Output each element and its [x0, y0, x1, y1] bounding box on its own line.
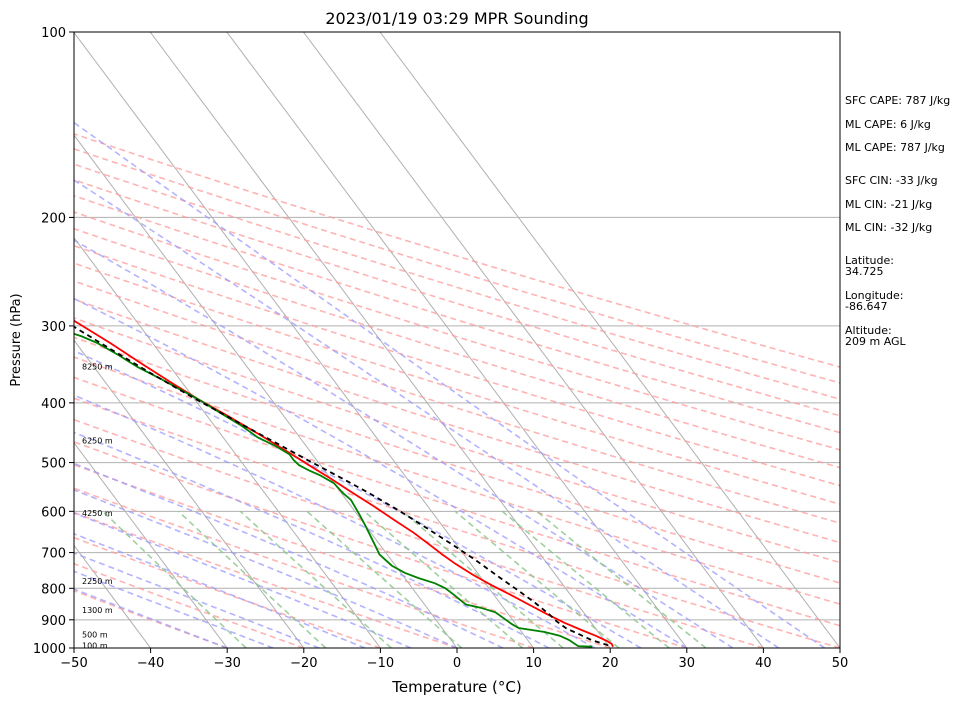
isotherm-line: [379, 32, 840, 648]
moist-adiabat: [74, 121, 826, 648]
dry-adiabat: [74, 376, 840, 627]
moist-adiabat: [74, 512, 412, 648]
mixing-ratio-line: [454, 510, 620, 648]
dewpoint-profile: [74, 332, 593, 648]
moist-adiabat: [74, 394, 596, 648]
background-lines: [74, 32, 840, 648]
isotherm-line: [74, 442, 228, 648]
dry-adiabat: [74, 163, 840, 401]
height-label: 8250 m: [82, 362, 113, 371]
moist-adiabat: [74, 239, 734, 648]
dry-adiabat: [74, 280, 840, 524]
height-label: 6250 m: [82, 436, 113, 445]
dry-adiabat: [74, 194, 840, 434]
ml-cin-label-2: ML CIN: -32 J/kg: [845, 221, 932, 234]
dry-adiabat: [74, 536, 381, 648]
isotherm-line: [74, 339, 305, 648]
altitude-label: Altitude:: [845, 324, 892, 337]
y-tick-label: 200: [41, 211, 66, 226]
altitude-value: 209 m AGL: [845, 335, 907, 348]
dry-adiabat: [74, 148, 840, 384]
sfc-cin-label: SFC CIN: -33 J/kg: [845, 174, 938, 187]
longitude-value: -86.647: [845, 300, 887, 313]
x-axis: −50 −40 −30 −20 −10 0 10 20 30 40 50: [60, 648, 848, 671]
height-label: 100 m: [82, 641, 108, 650]
y-axis: 100 200 300 400 500 600 700 800 900 1000: [33, 26, 74, 657]
dry-adiabat: [74, 511, 458, 648]
y-tick-label: 400: [41, 397, 66, 412]
latitude-label: Latitude:: [845, 254, 894, 267]
height-label: 500 m: [82, 630, 108, 639]
height-labels: 100 m 500 m 1300 m 2250 m 4250 m 6250 m 8250 m: [82, 362, 113, 650]
x-tick-label: 20: [602, 656, 619, 671]
moist-adiabat: [74, 570, 274, 648]
isotherm-line: [74, 236, 381, 648]
height-label: 1300 m: [82, 606, 113, 615]
y-tick-label: 300: [41, 320, 66, 335]
profile-lines: [74, 319, 614, 648]
y-tick-label: 600: [41, 505, 66, 520]
chart-title: 2023/01/19 03:29 MPR Sounding: [325, 9, 588, 28]
mixing-ratio-line: [239, 510, 392, 648]
dry-adiabat: [74, 463, 611, 648]
y-tick-label: 700: [41, 547, 66, 562]
x-tick-label: −50: [60, 656, 87, 671]
y-axis-label: Pressure (hPa): [9, 293, 24, 386]
y-tick-label: 500: [41, 457, 66, 472]
index-annotations: SFC CAPE: 787 J/kg ML CAPE: 6 J/kg ML CA…: [845, 94, 950, 348]
dry-adiabat: [74, 262, 840, 506]
x-tick-label: 0: [453, 656, 461, 671]
parcel-profile: [74, 325, 609, 647]
y-tick-label: 900: [41, 614, 66, 629]
mixing-ratio-line: [501, 510, 670, 648]
mixing-ratio-line: [536, 510, 707, 648]
isotherm-line: [74, 32, 535, 648]
dry-adiabat: [74, 356, 840, 605]
x-tick-label: −20: [290, 656, 317, 671]
y-tick-label: 1000: [33, 642, 66, 657]
x-tick-label: 50: [832, 656, 849, 671]
moist-adiabat: [74, 588, 228, 648]
x-tick-label: 30: [679, 656, 696, 671]
dry-adiabat: [74, 227, 840, 469]
ml-cin-label: ML CIN: -21 J/kg: [845, 198, 932, 211]
latitude-value: 34.725: [845, 265, 884, 278]
dry-adiabat: [74, 298, 840, 544]
height-label: 4250 m: [82, 509, 113, 518]
longitude-label: Longitude:: [845, 289, 903, 302]
moist-adiabat: [74, 297, 688, 648]
height-label: 2250 m: [82, 577, 113, 586]
moist-adiabat: [74, 462, 504, 648]
isotherm-line: [302, 32, 764, 648]
sfc-cape-label: SFC CAPE: 787 J/kg: [845, 94, 950, 107]
ml-cape-label: ML CAPE: 6 J/kg: [845, 118, 931, 131]
temperature-profile: [74, 319, 614, 648]
x-tick-label: −10: [367, 656, 394, 671]
isotherm-line: [74, 134, 458, 648]
y-tick-label: 100: [41, 26, 66, 41]
x-tick-label: 40: [755, 656, 772, 671]
mixing-ratio-line: [306, 510, 463, 648]
x-tick-label: 10: [525, 656, 542, 671]
ml-cape-label-2: ML CAPE: 787 J/kg: [845, 141, 945, 154]
dry-adiabat: [74, 589, 228, 648]
x-tick-label: −30: [213, 656, 240, 671]
y-tick-label: 800: [41, 582, 66, 597]
mixing-ratio-line: [363, 510, 524, 648]
dry-adiabat: [74, 418, 764, 648]
isotherm-line: [226, 32, 688, 648]
x-tick-label: −40: [137, 656, 164, 671]
dry-adiabat: [74, 441, 688, 648]
mixing-ratio-line: [402, 510, 564, 648]
x-axis-label: Temperature (°C): [391, 678, 521, 696]
dry-adiabat: [74, 397, 840, 648]
